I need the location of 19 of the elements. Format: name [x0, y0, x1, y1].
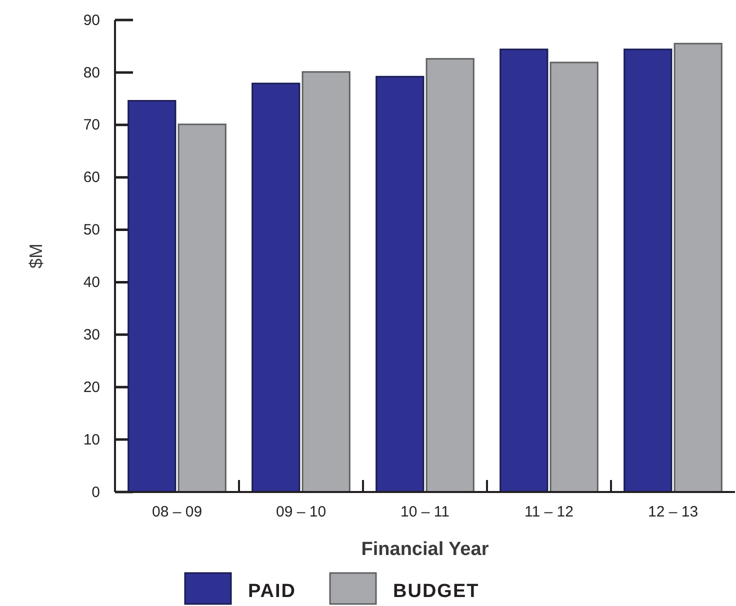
x-tick-label: 11 – 12: [524, 504, 574, 521]
y-tick-label: 80: [83, 64, 100, 82]
x-tick-label: 12 – 13: [648, 504, 698, 521]
y-tick-label: 60: [83, 169, 100, 186]
y-tick-label: 50: [83, 222, 100, 239]
y-tick-label: 20: [83, 378, 100, 396]
legend-label: BUDGET: [393, 581, 480, 602]
legend-label: PAID: [248, 581, 296, 602]
y-tick-label: 10: [83, 431, 100, 448]
x-axis-title: Financial Year: [361, 539, 490, 560]
y-tick-label: 70: [83, 116, 100, 134]
x-tick-label: 08 – 09: [152, 504, 202, 521]
x-tick-label: 10 – 11: [400, 504, 450, 521]
x-tick-label: 09 – 10: [276, 504, 326, 521]
y-tick-label: 90: [83, 12, 100, 29]
y-tick-label: 0: [92, 484, 100, 501]
y-tick-label: 30: [83, 326, 100, 344]
y-axis-title: $M: [26, 243, 46, 269]
y-tick-label: 40: [83, 274, 100, 292]
